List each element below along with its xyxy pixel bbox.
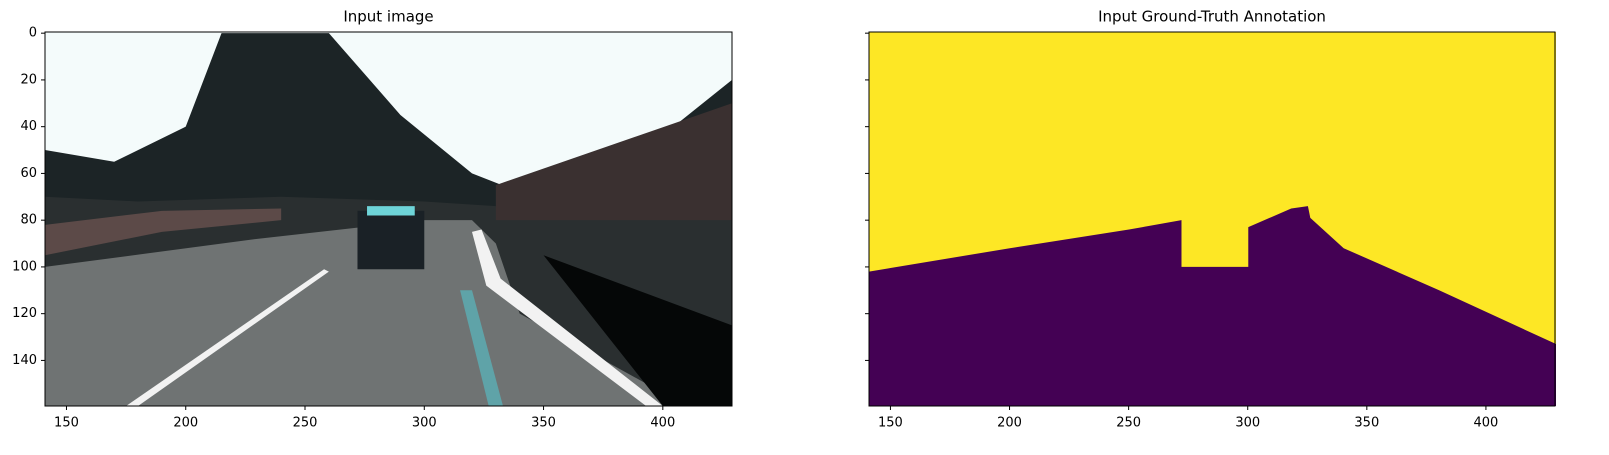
input-photo — [45, 32, 732, 406]
y-tick-label: 120 — [12, 306, 37, 321]
x-tick-label: 250 — [293, 416, 318, 431]
x-tick-label: 150 — [878, 416, 903, 431]
x-tick-label: 300 — [412, 416, 437, 431]
x-tick-label: 350 — [531, 416, 556, 431]
y-tick-label: 80 — [20, 213, 37, 228]
panel-title: Input image — [343, 8, 433, 26]
annotation-mask — [869, 32, 1556, 406]
x-tick-label: 200 — [997, 416, 1022, 431]
x-tick-label: 300 — [1235, 416, 1260, 431]
y-tick-label: 0 — [29, 26, 37, 41]
x-tick-label: 400 — [650, 416, 675, 431]
y-tick-label: 40 — [20, 119, 37, 134]
y-tick-label: 20 — [20, 72, 37, 87]
axes-frame — [868, 31, 1556, 407]
y-tick-label: 60 — [20, 166, 37, 181]
x-tick-label: 200 — [173, 416, 198, 431]
x-tick-label: 350 — [1354, 416, 1379, 431]
x-tick-label: 400 — [1474, 416, 1499, 431]
panel-title: Input Ground-Truth Annotation — [1098, 8, 1326, 26]
x-tick-label: 250 — [1116, 416, 1141, 431]
y-tick-label: 100 — [12, 259, 37, 274]
y-tick-label: 140 — [12, 353, 37, 368]
axes-frame — [44, 31, 733, 407]
x-tick-label: 150 — [54, 416, 79, 431]
